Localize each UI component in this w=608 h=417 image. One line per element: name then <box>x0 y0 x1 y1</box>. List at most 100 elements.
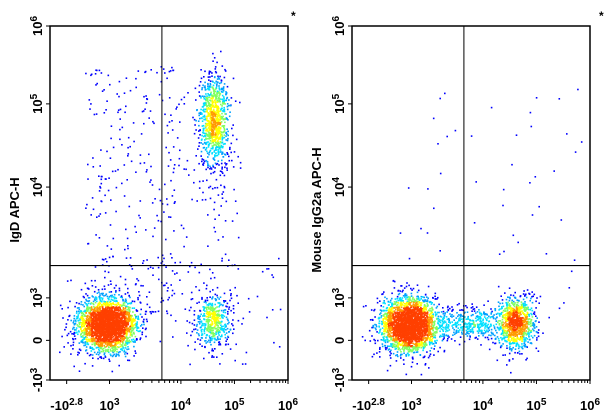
event-dot <box>94 307 96 309</box>
event-dot <box>123 332 126 335</box>
event-dot <box>72 341 75 344</box>
event-dot <box>417 348 419 351</box>
event-dot <box>82 342 84 344</box>
event-dot <box>127 359 129 362</box>
event-dot <box>117 316 119 319</box>
event-dot <box>81 331 84 334</box>
event-dot <box>98 315 101 318</box>
event-dot <box>99 328 101 331</box>
event-dot <box>84 315 87 317</box>
event-dot <box>113 296 116 298</box>
event-dot <box>129 336 131 339</box>
event-dot <box>205 334 208 337</box>
event-dot <box>202 147 205 149</box>
event-dot <box>408 284 410 287</box>
event-dot <box>109 332 111 335</box>
event-dot <box>223 96 225 98</box>
event-dot <box>98 319 100 321</box>
event-dot <box>226 105 229 108</box>
event-dot <box>90 316 92 319</box>
event-dot <box>135 339 138 341</box>
event-dot <box>123 311 125 314</box>
event-dot <box>388 345 391 348</box>
event-dot <box>231 323 233 325</box>
event-dot <box>208 108 210 110</box>
event-dot <box>87 343 89 346</box>
event-dot <box>212 112 215 115</box>
event-dot <box>227 319 229 322</box>
event-dot <box>107 331 109 334</box>
event-dot <box>118 316 120 318</box>
event-dot <box>125 228 127 231</box>
event-dot <box>200 97 202 99</box>
event-dot <box>104 303 107 305</box>
event-dot <box>106 323 108 325</box>
event-dot <box>115 290 117 292</box>
event-dot <box>90 103 92 105</box>
event-dot <box>86 320 89 322</box>
event-dot <box>202 124 205 127</box>
event-dot <box>90 337 93 340</box>
event-dot <box>99 300 102 302</box>
event-dot <box>122 312 124 314</box>
event-dot <box>95 69 97 71</box>
event-dot <box>83 329 85 332</box>
event-dot <box>104 212 107 214</box>
event-dot <box>124 283 127 286</box>
event-dot <box>76 331 78 334</box>
event-dot <box>150 165 152 168</box>
event-dot <box>86 341 89 344</box>
event-dot <box>266 268 268 270</box>
event-dot <box>210 329 212 332</box>
event-dot <box>103 303 105 306</box>
event-dot <box>237 236 240 239</box>
event-dot <box>206 141 208 144</box>
event-dot <box>101 316 103 319</box>
event-dot <box>118 326 121 328</box>
event-dot <box>93 310 95 313</box>
event-dot <box>201 298 203 300</box>
event-dot <box>176 137 179 139</box>
event-dot <box>131 333 133 336</box>
event-dot <box>220 151 222 153</box>
event-dot <box>89 332 92 335</box>
event-dot <box>79 349 82 352</box>
event-dot <box>139 200 142 202</box>
event-dot <box>136 329 138 332</box>
event-dot <box>127 320 130 322</box>
event-dot <box>213 341 216 344</box>
event-dot <box>129 89 132 92</box>
event-dot <box>131 300 134 302</box>
event-dot <box>217 302 219 304</box>
event-dot <box>80 341 82 343</box>
event-dot <box>106 150 108 153</box>
event-dot <box>217 111 219 113</box>
event-dot <box>128 295 130 297</box>
event-dot <box>100 330 102 333</box>
event-dot <box>99 299 102 301</box>
event-dot <box>118 317 121 320</box>
event-dot <box>207 76 210 78</box>
event-dot <box>88 333 91 336</box>
event-dot <box>114 316 116 319</box>
event-dot <box>376 301 379 304</box>
tick-label: 105 <box>29 93 45 113</box>
event-dot <box>118 341 120 343</box>
event-dot <box>198 91 200 93</box>
event-dot <box>216 107 219 110</box>
event-dot <box>104 304 107 307</box>
event-dot <box>75 332 77 334</box>
event-dot <box>97 338 99 340</box>
event-dot <box>98 340 100 343</box>
event-dot <box>104 308 107 310</box>
event-dot <box>430 311 433 314</box>
event-dot <box>439 315 442 318</box>
event-dot <box>390 343 392 345</box>
event-dot <box>107 307 110 309</box>
event-dot <box>214 93 216 96</box>
event-dot <box>221 112 223 115</box>
event-dot <box>85 333 87 336</box>
event-dot <box>211 140 213 143</box>
event-dot <box>208 70 211 73</box>
